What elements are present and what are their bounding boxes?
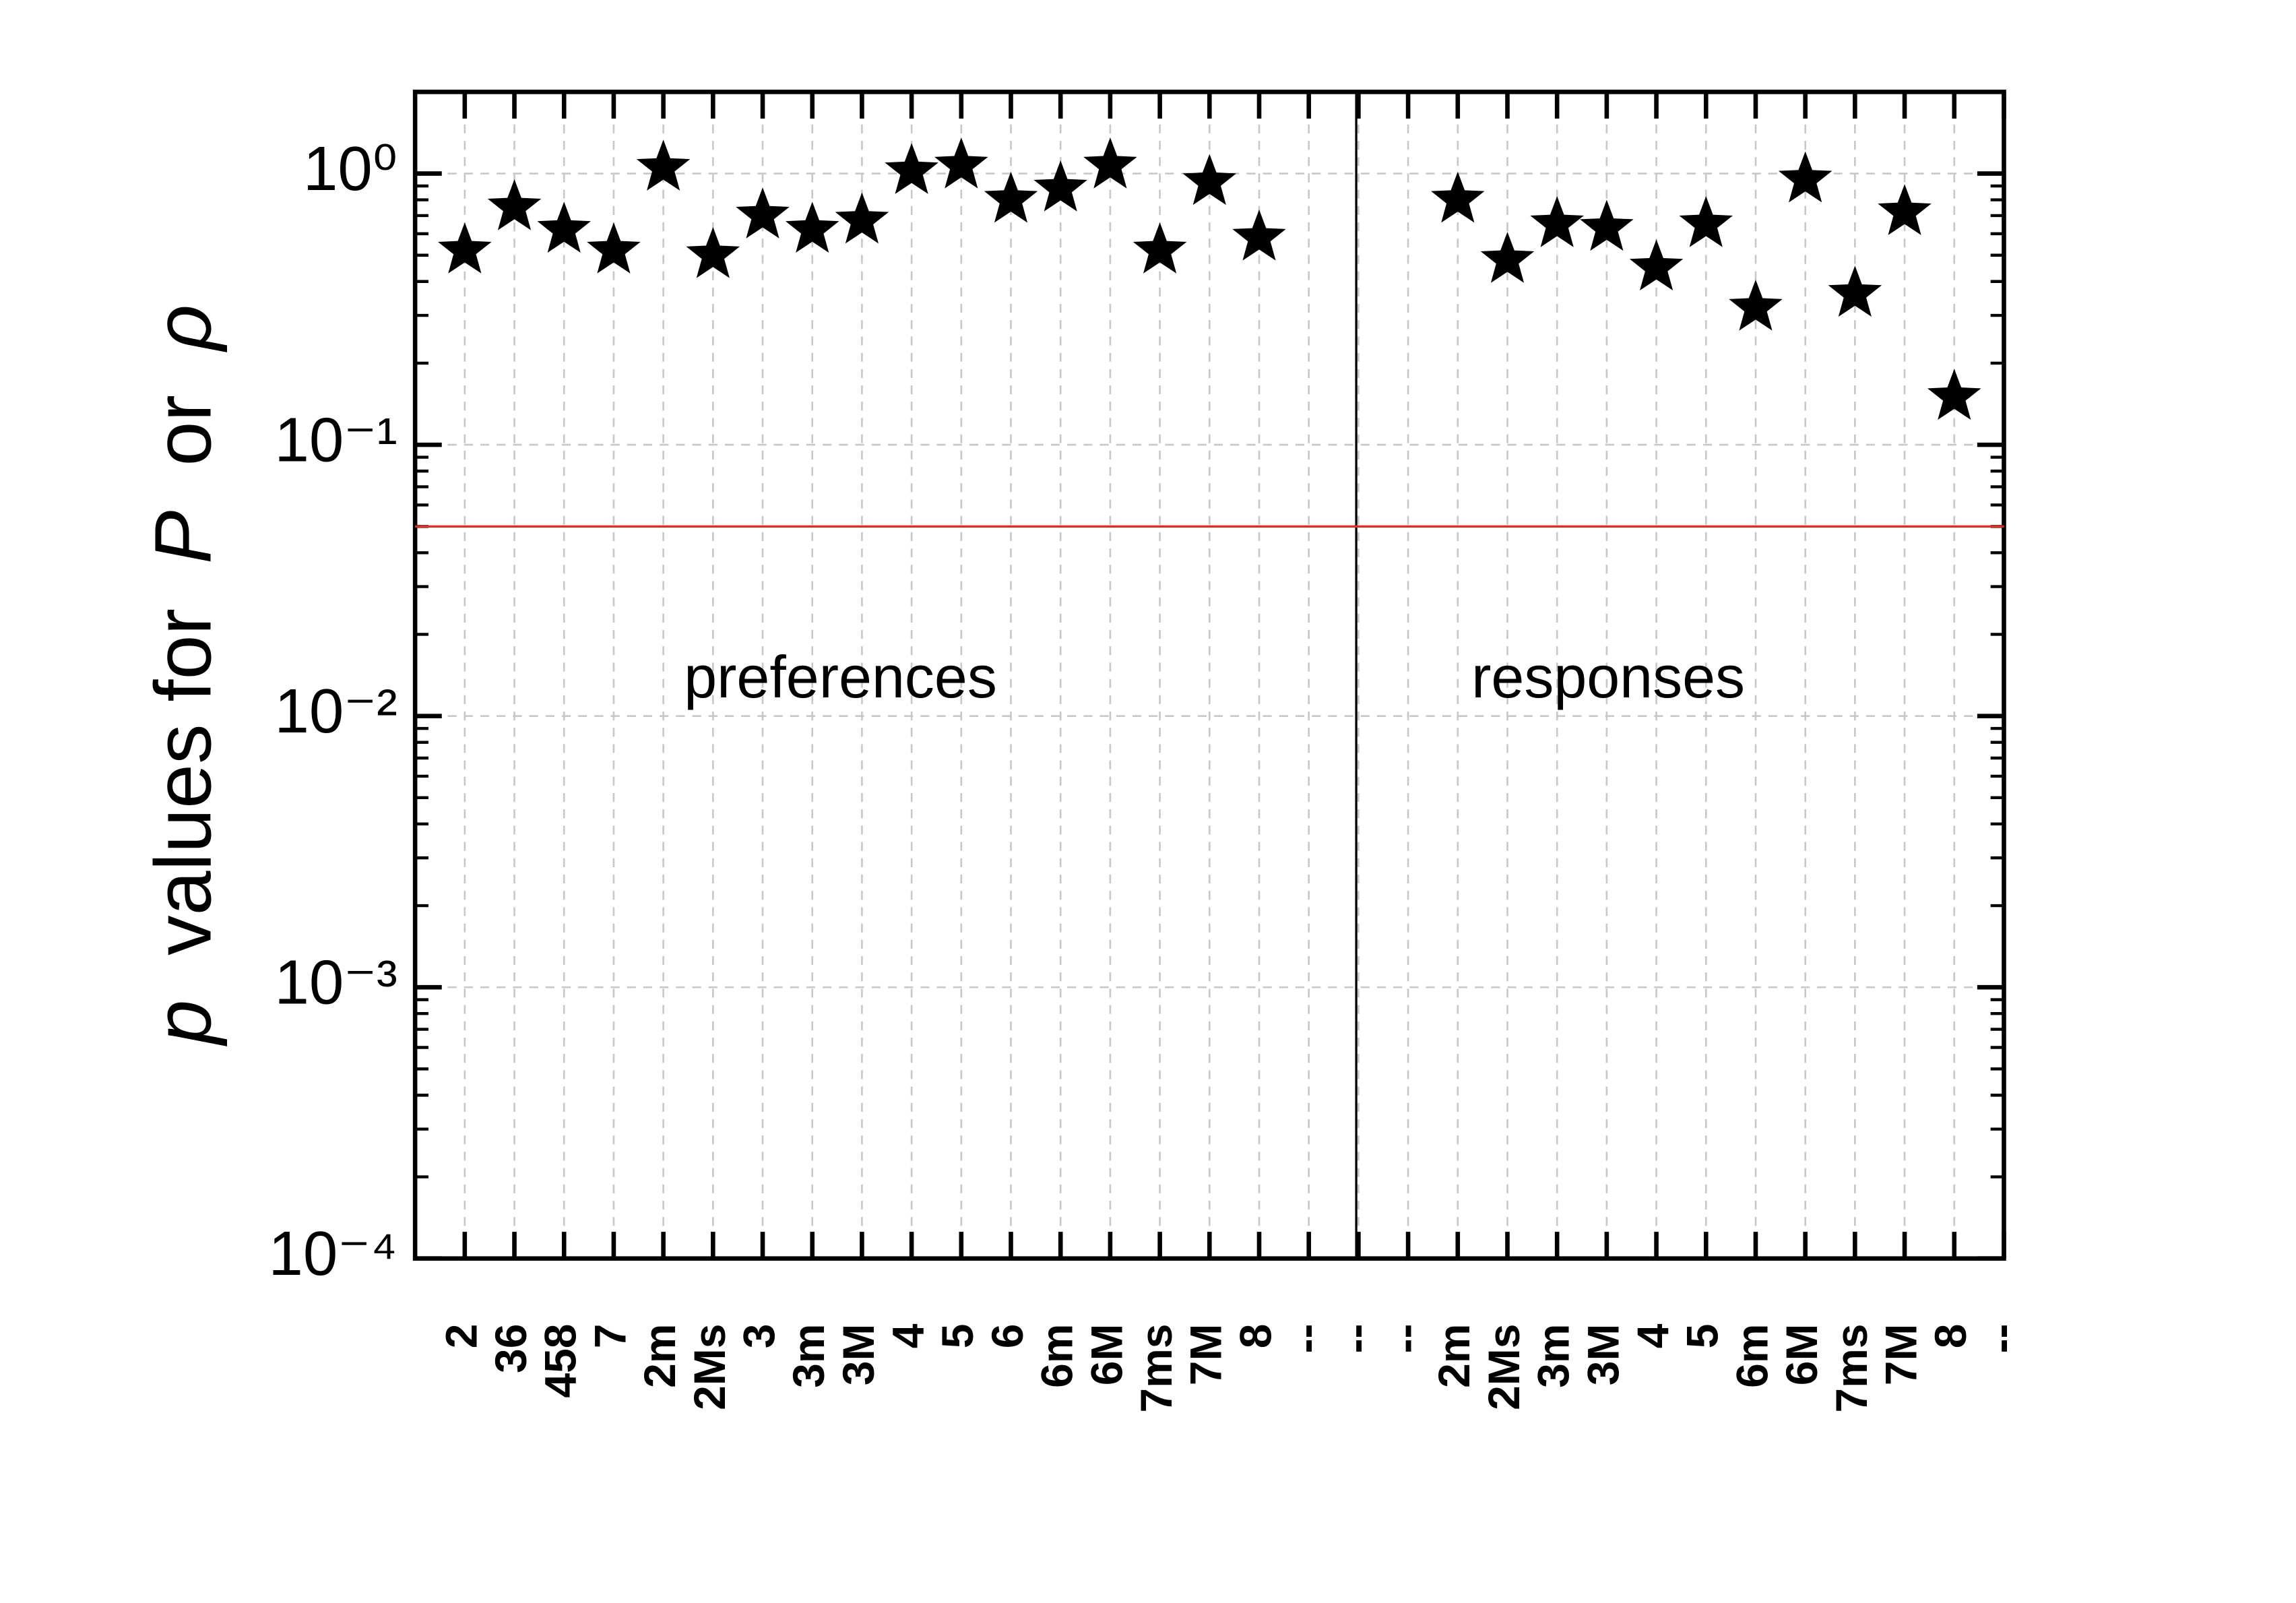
data-point [1133,222,1187,274]
annotation: preferences [684,643,997,710]
x-tick-label: 6M [1081,1324,1131,1386]
y-tick-label: 10⁻² [274,676,397,746]
data-point [736,187,790,239]
data-point [1182,154,1237,206]
data-point [686,226,740,278]
x-tick-label: -- [1280,1324,1330,1354]
data-point [1431,171,1485,223]
x-tick-label: 3m [784,1324,833,1388]
data-point [537,201,591,253]
data-point [1480,232,1535,283]
x-tick-label: 3M [833,1324,883,1386]
data-point [885,143,938,194]
marks [438,137,1981,420]
data-point [587,222,641,274]
x-tick-label: 7M [1876,1324,1925,1386]
y-axis-label-part: P [139,511,228,564]
x-tick-label: 3m [1529,1324,1578,1388]
x-tick-label: 3 [734,1324,784,1349]
y-axis-label-part: values for [139,608,228,955]
x-tick-label: 7ms [1826,1324,1876,1413]
data-point [1629,239,1684,290]
annotation: responses [1471,643,1745,710]
data-point [934,137,988,189]
y-tick-label: 10⁻³ [274,947,397,1017]
x-tick-label: 7M [1181,1324,1231,1386]
x-tick-label: 7 [585,1324,635,1349]
data-point [1729,279,1783,331]
x-tick-label: 7ms [1131,1324,1181,1413]
data-point [785,201,839,253]
x-tick-label: 6 [982,1324,1032,1349]
data-point [1679,196,1733,247]
data-point [1033,160,1087,212]
x-tick-label: 2 [436,1324,486,1349]
data-point [1083,137,1137,189]
data-point [487,179,542,230]
y-tick-label: 10⁻⁴ [269,1218,397,1288]
y-axis-label-part: or [139,395,228,466]
x-tick-label: 6m [1727,1324,1777,1388]
x-tick-label: 6m [1032,1324,1082,1388]
x-tick-label: -- [1975,1324,2025,1354]
grid [415,92,2004,1259]
x-tick-label: 2m [635,1324,684,1388]
data-point [1927,369,1981,420]
data-point [438,222,492,274]
data-point [1530,196,1584,247]
data-point [1878,184,1932,235]
x-tick-label: -- [1330,1324,1380,1354]
x-tick-label: 2m [1429,1324,1479,1388]
data-point [1580,199,1634,251]
x-tick-label: -- [1380,1324,1430,1354]
y-axis-label-part: p [139,1000,228,1046]
data-point [835,192,889,244]
x-tick-label: 4 [883,1323,933,1348]
data-point [1232,210,1286,261]
data-point [984,171,1038,223]
y-tick-label: 10⁰ [303,133,397,203]
x-tick-label: 8 [1925,1324,1975,1349]
x-tick-label: 458 [536,1324,585,1398]
x-tick-label: 2Ms [1479,1324,1529,1410]
x-tick-label: 6M [1777,1324,1826,1386]
x-tick-label: 36 [486,1324,536,1373]
data-point [1778,151,1832,203]
y-tick-label: 10⁻¹ [274,405,397,475]
x-tick-label: 2Ms [684,1324,734,1410]
x-tick-label: 5 [932,1324,982,1349]
data-point [636,139,691,191]
y-axis-label-part: ρ [139,305,228,352]
data-point [1828,265,1882,317]
x-tick-label: 8 [1230,1324,1280,1349]
x-tick-label: 4 [1628,1323,1678,1348]
y-axis-label: p values for Por ρ [139,305,228,1046]
x-tick-label: 3M [1578,1324,1628,1386]
x-tick-label: 5 [1678,1324,1727,1349]
